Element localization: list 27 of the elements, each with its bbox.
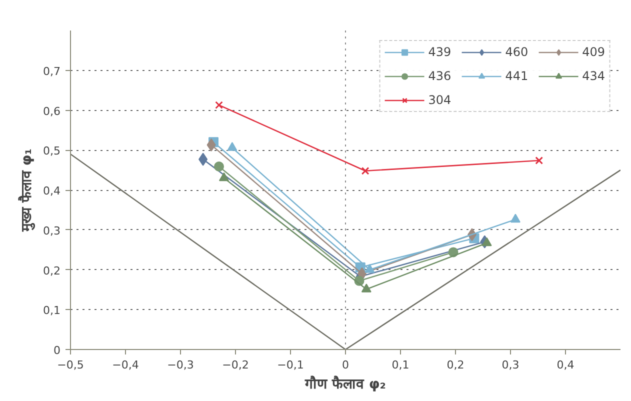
legend-label: 439 bbox=[428, 45, 452, 59]
y-tick-label: 0,5 bbox=[43, 144, 61, 158]
y-tick-label: 0,4 bbox=[43, 184, 61, 198]
x-tick-label: 0,3 bbox=[502, 358, 520, 372]
y-tick-label: 0,3 bbox=[43, 224, 61, 238]
x-tick-label: −0,3 bbox=[167, 358, 194, 372]
x-tick-label: −0,1 bbox=[277, 358, 304, 372]
x-tick-label: −0,2 bbox=[222, 358, 249, 372]
x-tick-label: 0,2 bbox=[446, 358, 464, 372]
x-tick-label: 0,1 bbox=[392, 358, 410, 372]
legend-label: 304 bbox=[428, 93, 452, 107]
legend-label: 409 bbox=[582, 45, 605, 59]
x-tick-label: 0 bbox=[342, 358, 349, 372]
legend-label: 436 bbox=[428, 69, 452, 83]
y-axis-title: मुख्य फैलाव φ₁ bbox=[18, 148, 36, 232]
legend-label: 434 bbox=[582, 69, 605, 83]
legend-label: 441 bbox=[505, 69, 528, 83]
x-tick-label: −0,5 bbox=[57, 358, 84, 372]
y-tick-label: 0,7 bbox=[43, 64, 61, 78]
y-tick-label: 0,2 bbox=[43, 264, 61, 278]
x-tick-label: −0,4 bbox=[112, 358, 139, 372]
y-tick-label: 0,1 bbox=[43, 304, 61, 318]
legend-label: 460 bbox=[505, 45, 528, 59]
x-tick-label: 0,4 bbox=[556, 358, 574, 372]
x-axis-title: गौण फैलाव φ₂ bbox=[304, 376, 386, 392]
y-tick-label: 0 bbox=[54, 344, 60, 357]
y-tick-label: 0,6 bbox=[43, 104, 61, 118]
